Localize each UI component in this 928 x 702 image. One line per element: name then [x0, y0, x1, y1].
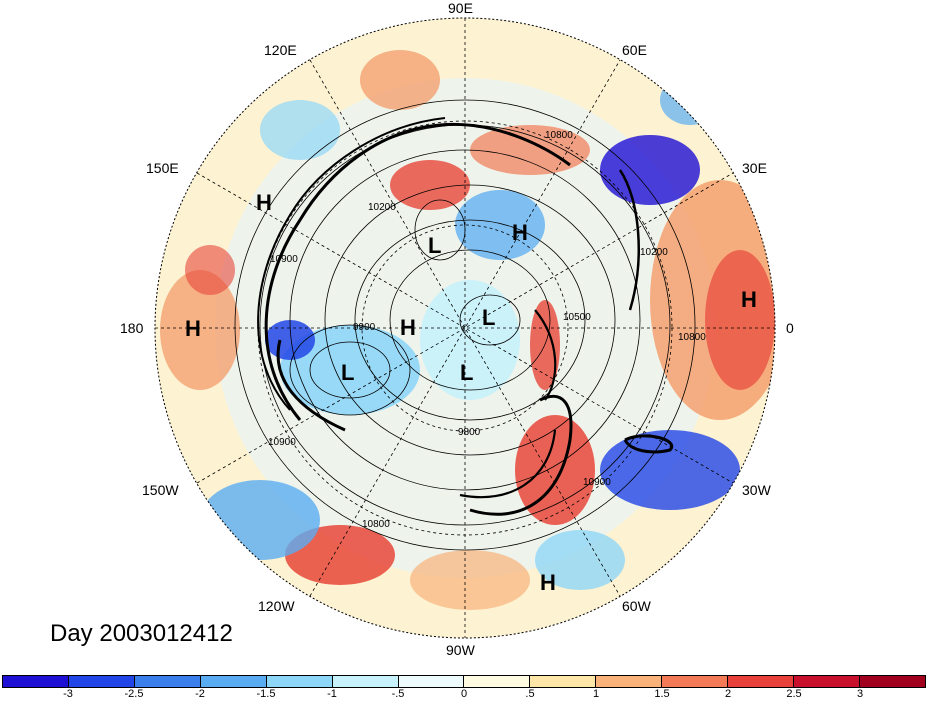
colorbar-tick-label: 1.5 — [654, 688, 670, 700]
high-marker: H — [400, 315, 416, 340]
colorbar-tick-label: 1 — [592, 688, 600, 700]
colorbar-swatch — [530, 676, 597, 687]
low-marker: L — [482, 305, 495, 330]
colorbar-swatch — [398, 676, 465, 687]
colorbar-tick-label: -.5 — [391, 688, 405, 700]
low-marker: L — [428, 233, 441, 258]
lon-label-30e: 30E — [742, 160, 767, 176]
colorbar-swatch — [464, 676, 531, 687]
lon-label-60w: 60W — [622, 598, 651, 614]
lon-label-0: 0 — [786, 320, 794, 336]
colorbar-swatch — [794, 676, 860, 687]
colorbar-labels: -3 -2.5 -2 -1.5 -1 -.5 0 .5 1 1.5 2 2.5 3 — [2, 688, 926, 702]
lon-label-120e: 120E — [264, 42, 297, 58]
colorbar-swatch — [200, 676, 267, 687]
lon-label-90e: 90E — [448, 0, 473, 16]
high-marker: H — [512, 220, 528, 245]
contour-label: 10800 — [545, 130, 573, 141]
contour-label: 10800 — [362, 519, 390, 530]
lon-label-60e: 60E — [622, 42, 647, 58]
colorbar-swatch — [68, 676, 135, 687]
day-label: Day 2003012412 — [50, 620, 233, 647]
lon-label-150w: 150W — [142, 482, 179, 498]
lon-label-180: 180 — [120, 320, 144, 336]
contour-lines — [234, 99, 696, 551]
colorbar-tick-label: 0 — [460, 688, 468, 700]
contour-label: 10900 — [270, 254, 298, 265]
contour-label: 10500 — [563, 312, 591, 323]
high-marker: H — [741, 287, 757, 312]
low-marker: L — [341, 360, 354, 385]
colorbar-swatch — [3, 676, 69, 687]
colorbar-swatch — [728, 676, 795, 687]
colorbar-swatch — [662, 676, 729, 687]
colorbar-tick-label: 3 — [856, 688, 864, 700]
colorbar-tick-label: -2.5 — [124, 688, 144, 700]
colorbar-swatch — [596, 676, 663, 687]
contour-label: 10800 — [678, 332, 706, 343]
contour-label: 10200 — [368, 202, 396, 213]
lon-label-120w: 120W — [258, 598, 295, 614]
colorbar — [2, 675, 926, 688]
graticule — [155, 18, 775, 638]
contour-label: 10900 — [268, 437, 296, 448]
contour-label: 10200 — [640, 247, 668, 258]
contour-label: 10900 — [583, 477, 611, 488]
colorbar-tick-label: -3 — [63, 688, 73, 700]
colorbar-swatch — [266, 676, 333, 687]
high-marker: H — [185, 316, 201, 341]
colorbar-tick-label: -2 — [195, 688, 205, 700]
colorbar-swatch — [134, 676, 201, 687]
low-marker: L — [460, 360, 473, 385]
contour-label: 9800 — [458, 427, 481, 438]
colorbar-swatch — [859, 676, 925, 687]
colorbar-tick-label: -1.5 — [256, 688, 276, 700]
colorbar-tick-label: 2.5 — [786, 688, 802, 700]
colorbar-tick-label: -1 — [327, 688, 337, 700]
colorbar-tick-label: 2 — [724, 688, 732, 700]
high-marker: H — [256, 190, 272, 215]
colorbar-swatch — [332, 676, 399, 687]
high-marker: H — [540, 570, 556, 595]
lon-label-150e: 150E — [146, 160, 179, 176]
lon-label-30w: 30W — [742, 482, 771, 498]
colorbar-tick-label: .5 — [525, 688, 535, 700]
map-boundary — [154, 17, 776, 639]
lon-label-90w: 90W — [446, 642, 475, 658]
contour-label: 9900 — [353, 322, 376, 333]
